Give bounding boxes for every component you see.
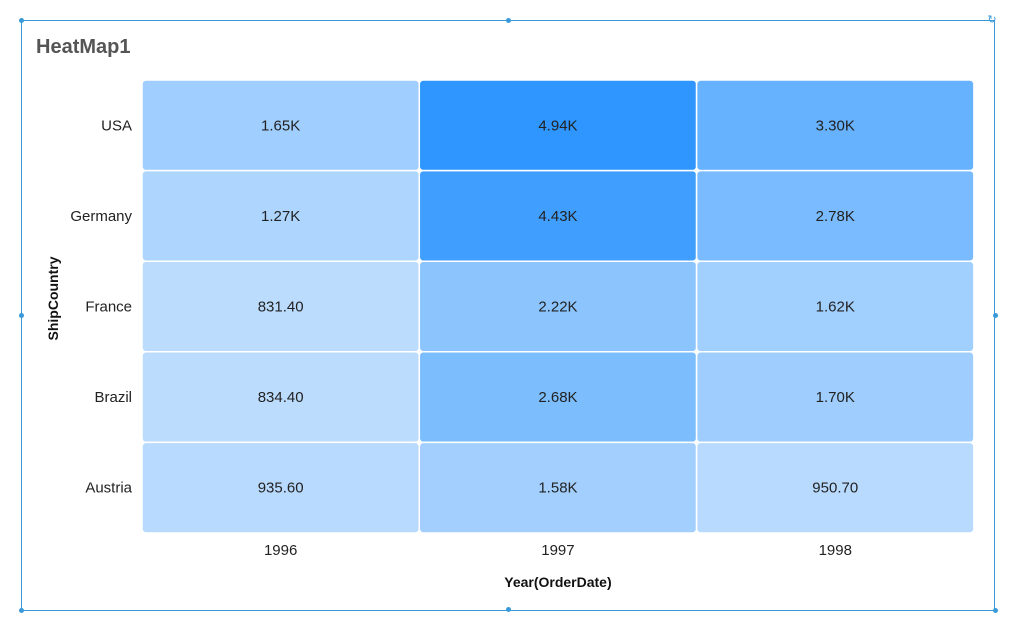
heatmap-cell-label: 1.70K <box>816 389 855 406</box>
y-tick-label: Austria <box>85 480 132 497</box>
resize-handle-bottom[interactable] <box>506 607 511 612</box>
heatmap-cell-label: 1.65K <box>261 117 300 134</box>
rotate-handle-icon[interactable]: ↻ <box>987 14 997 26</box>
x-tick-label: 1998 <box>819 542 852 559</box>
heatmap-cell-label: 950.70 <box>812 480 858 497</box>
heatmap-cell-label: 2.22K <box>538 299 577 316</box>
heatmap-cell-label: 935.60 <box>258 480 304 497</box>
heatmap-cell-label: 831.40 <box>258 299 304 316</box>
heatmap-cell-label: 1.62K <box>816 299 855 316</box>
y-tick-label: Germany <box>70 208 132 225</box>
resize-handle-bottom-right[interactable] <box>993 608 998 613</box>
x-axis-title: Year(OrderDate) <box>504 574 611 590</box>
resize-handle-right[interactable] <box>993 313 998 318</box>
resize-handle-top[interactable] <box>506 18 511 23</box>
resize-handle-bottom-left[interactable] <box>19 608 24 613</box>
y-tick-label: Brazil <box>94 389 132 406</box>
heatmap-cell-label: 1.58K <box>538 480 577 497</box>
heatmap-cell-label: 834.40 <box>258 389 304 406</box>
x-tick-label: 1997 <box>541 542 574 559</box>
resize-handle-left[interactable] <box>19 313 24 318</box>
heatmap-cell-austria-1998[interactable] <box>695 441 975 534</box>
heatmap-cell-label: 2.78K <box>816 208 855 225</box>
x-tick-label: 1996 <box>264 542 297 559</box>
y-axis-title: ShipCountry <box>45 256 61 340</box>
y-tick-label: France <box>85 299 132 316</box>
heatmap-cell-label: 1.27K <box>261 208 300 225</box>
resize-handle-top-left[interactable] <box>19 18 24 23</box>
chart-title: HeatMap1 <box>36 36 131 58</box>
heatmap-cell-label: 3.30K <box>816 117 855 134</box>
heatmap-cell-label: 4.94K <box>538 117 577 134</box>
y-tick-label: USA <box>101 117 132 134</box>
heatmap-cell-label: 4.43K <box>538 208 577 225</box>
heatmap-cell-label: 2.68K <box>538 389 577 406</box>
